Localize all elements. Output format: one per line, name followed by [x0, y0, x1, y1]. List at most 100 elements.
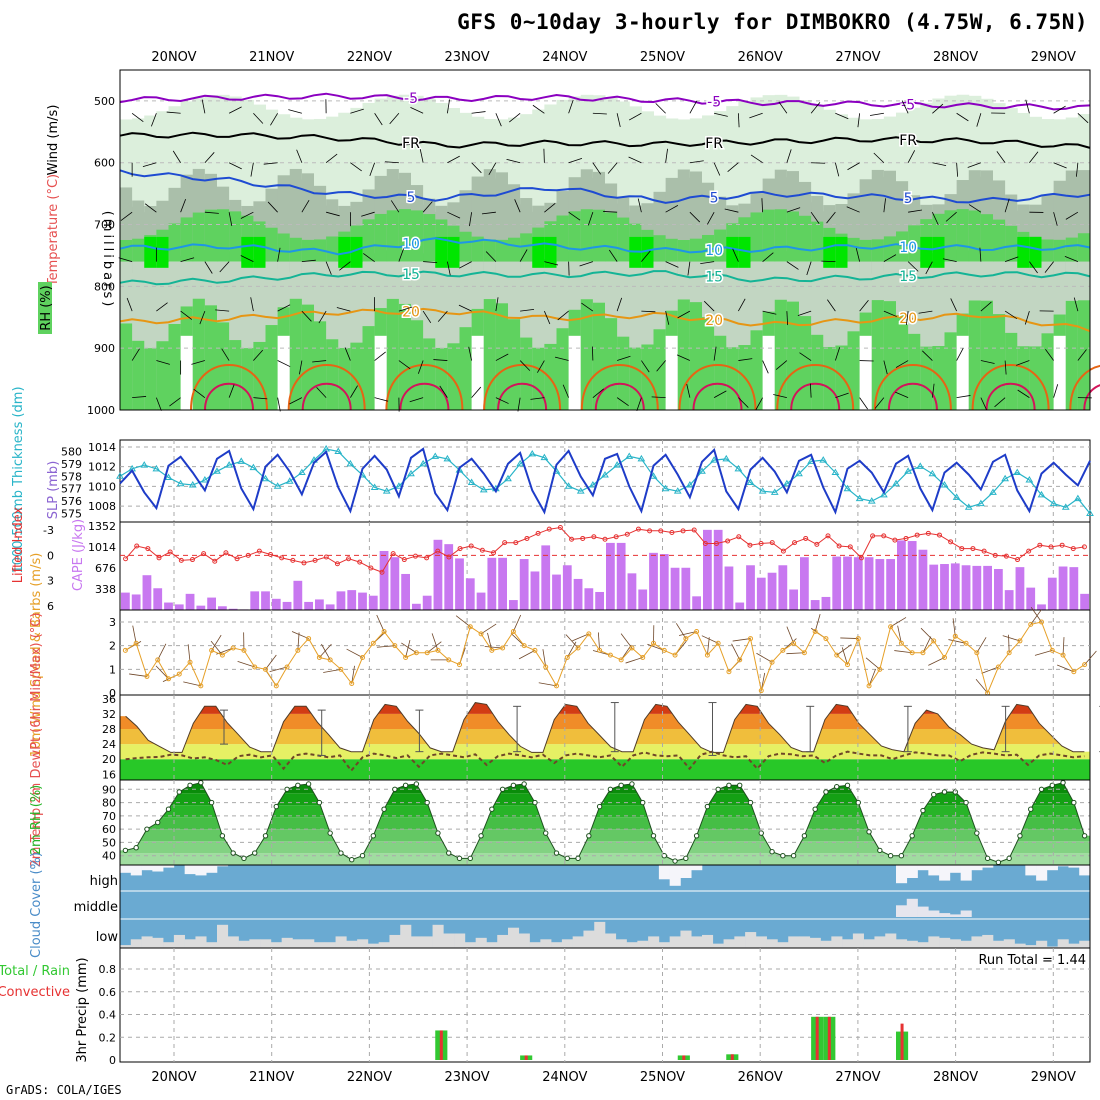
cloud-high-cell — [949, 865, 961, 873]
rh-marker — [769, 849, 775, 855]
rh-marker — [607, 786, 614, 792]
wind-barb — [374, 397, 389, 402]
thickness-marker — [879, 490, 888, 498]
lifted-index-axis-label: Lifted Index — [11, 506, 26, 583]
wind-barb — [156, 397, 162, 411]
cloud-low-cell — [249, 939, 261, 948]
rh-cell — [896, 315, 909, 410]
wind-speed-marker — [995, 664, 1001, 670]
wind-speed-marker — [1028, 621, 1034, 627]
cloud-high-cell — [152, 865, 164, 872]
wind-barb — [1053, 105, 1066, 114]
cape-bar — [282, 601, 292, 610]
cape-bar — [627, 573, 637, 610]
wind-barb — [269, 666, 288, 673]
lifted-index-marker — [613, 534, 619, 540]
rh-cell — [714, 229, 727, 262]
cape-bar — [972, 565, 982, 610]
rh-axis-label: RH (%) — [39, 285, 54, 330]
rh-tick: 50 — [102, 836, 116, 849]
wind-barb — [1064, 256, 1079, 263]
rh-band — [120, 793, 1090, 806]
wind-speed-marker — [209, 647, 215, 653]
wind-speed-marker — [457, 662, 462, 668]
wind-barb — [270, 113, 278, 126]
cloud-low-cell — [346, 940, 358, 948]
wind-barb — [840, 637, 859, 639]
wind-speed-marker — [360, 655, 365, 660]
wind-speed-marker — [133, 640, 139, 646]
rh-cell — [289, 117, 303, 176]
temp-tick: 16 — [102, 768, 116, 781]
cape-bar — [789, 589, 798, 610]
rh-cell — [738, 101, 751, 210]
rh-marker — [349, 856, 355, 863]
rh-cell — [799, 100, 812, 189]
lifted-index-marker — [424, 555, 430, 561]
lifted-index-marker — [780, 548, 786, 554]
cape-bar — [1080, 593, 1089, 610]
rh-marker — [521, 781, 527, 787]
wind-barb — [928, 657, 945, 666]
rh-cell — [459, 231, 473, 262]
lifted-index-marker — [1081, 544, 1087, 550]
wind-barb — [678, 631, 697, 636]
lifted-index-marker — [189, 557, 195, 563]
cloud-high-cell — [691, 865, 703, 871]
date-label-top: 24NOV — [542, 50, 587, 65]
cloud-low-cell — [648, 936, 660, 948]
lifted-index-marker — [1048, 544, 1054, 550]
wind-barb — [847, 162, 860, 171]
wind-speed-marker — [381, 628, 387, 634]
contour-label: FR — [705, 136, 723, 152]
cloud-low-cell — [454, 933, 466, 948]
cape-bar — [724, 566, 734, 610]
wind-speed-marker — [1082, 662, 1088, 668]
rh-cell — [374, 335, 388, 410]
rh-cell — [677, 299, 691, 410]
wind-barb — [948, 639, 967, 644]
wind-barb — [568, 211, 581, 221]
precip-convective-bar — [682, 1055, 686, 1060]
rh-cell — [702, 115, 715, 189]
lifted-index-marker — [1059, 542, 1065, 548]
cloud-low-cell — [637, 940, 649, 948]
wind-barb — [291, 631, 309, 639]
wind-barb — [786, 626, 794, 644]
thickness-marker — [394, 482, 403, 489]
lifted-index-marker — [847, 544, 853, 550]
wind-barb — [895, 360, 909, 368]
wind-barb — [485, 251, 497, 262]
rh-cell — [714, 111, 727, 203]
lifted-index-marker — [892, 537, 898, 543]
wind-barb — [351, 665, 355, 684]
wind-barb — [587, 212, 594, 226]
thickness-marker — [1025, 476, 1034, 483]
wind-barb — [187, 644, 191, 663]
date-label-bottom: 28NOV — [933, 1070, 978, 1085]
rh-cell — [180, 217, 194, 262]
wind-barb — [1053, 384, 1059, 398]
rh-cell — [520, 337, 533, 410]
thickness-marker — [164, 473, 173, 481]
rh-cell — [750, 330, 764, 410]
rh-marker — [963, 799, 969, 806]
wind-barb — [228, 162, 242, 170]
cape-bar — [940, 564, 949, 610]
cloud-low-cell — [1079, 940, 1091, 948]
cape-bar — [950, 563, 960, 610]
wind-tick: 3 — [109, 616, 116, 629]
slp-axis-label: SLP (mb) — [46, 461, 61, 520]
contour-label: 20 — [402, 304, 420, 320]
wind-speed-marker — [349, 681, 355, 687]
cloud-middle-cell — [939, 913, 951, 917]
wind-barb — [446, 99, 450, 114]
wind-barb — [126, 297, 133, 312]
wind-barb — [677, 310, 691, 319]
thickness-marker — [564, 482, 573, 489]
wind-barb — [221, 348, 230, 361]
cloud-middle-cell — [896, 905, 908, 917]
wind-barb — [409, 397, 424, 403]
thickness-marker — [952, 493, 961, 500]
rh-marker — [133, 845, 139, 851]
